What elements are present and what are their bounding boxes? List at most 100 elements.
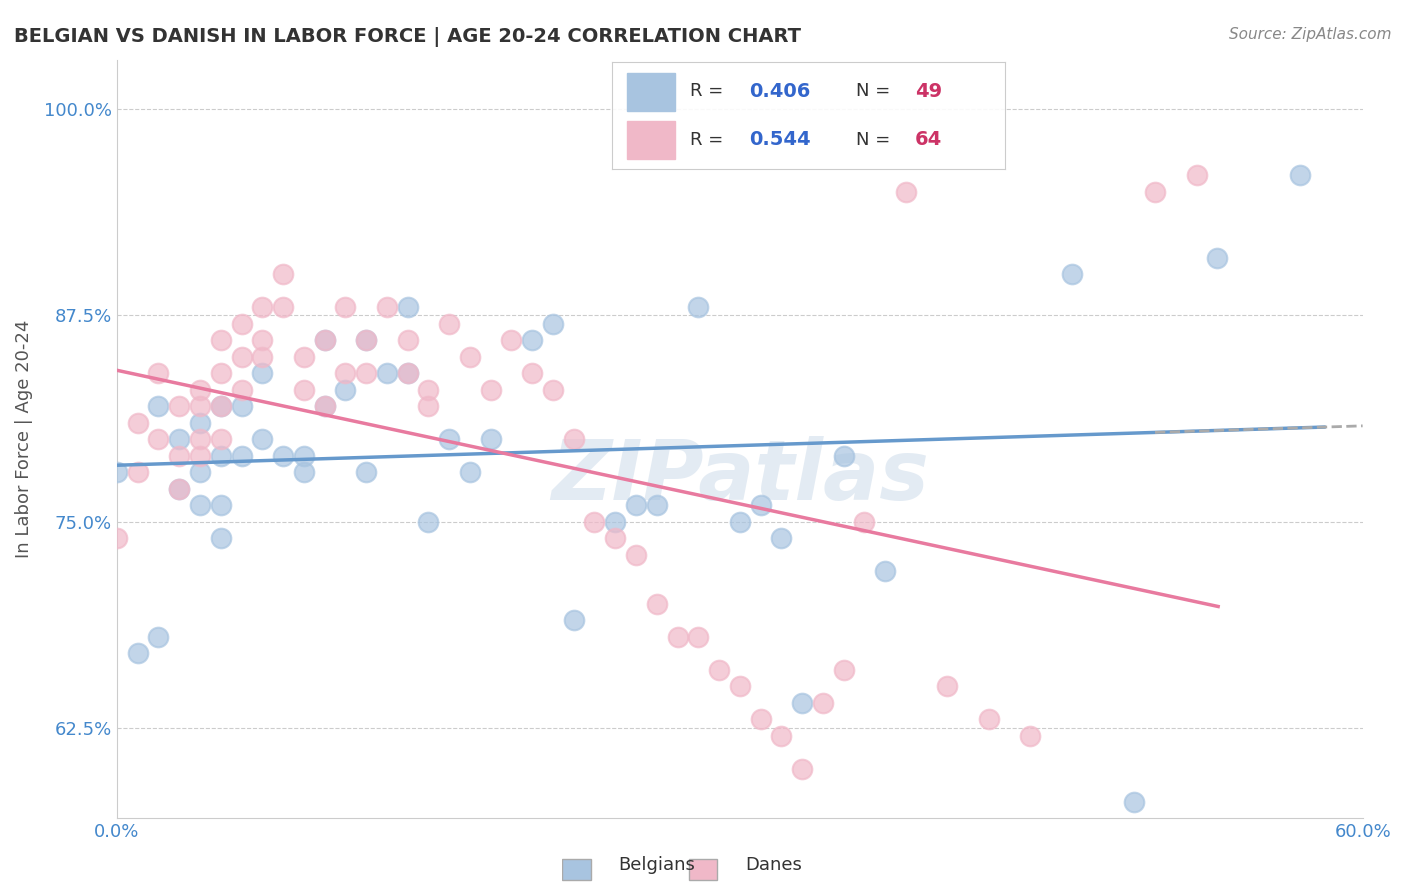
Point (583, 515, 606, 529)
Point (209, 366, 232, 380)
Point (292, 465, 315, 479)
Point (314, 399, 336, 413)
Point (1060, 267, 1083, 281)
Point (271, 267, 294, 281)
Point (335, 300, 357, 314)
Text: N =: N = (856, 130, 896, 148)
Point (314, 399, 336, 413)
Point (354, 333, 377, 347)
Point (605, 531, 627, 545)
Point (209, 498, 232, 512)
Point (314, 333, 336, 347)
Point (209, 333, 232, 347)
FancyBboxPatch shape (562, 859, 591, 880)
Point (188, 432, 211, 446)
Point (1289, 168, 1312, 182)
Point (252, 432, 274, 446)
FancyBboxPatch shape (689, 859, 717, 880)
Point (790, 762, 813, 776)
Point (770, 729, 793, 743)
Point (167, 449, 190, 463)
FancyBboxPatch shape (627, 121, 675, 159)
Point (314, 333, 336, 347)
Point (105, 465, 128, 479)
Point (292, 449, 315, 463)
Point (375, 366, 398, 380)
Point (167, 399, 190, 413)
Point (252, 366, 274, 380)
Point (458, 350, 481, 364)
Point (894, 185, 917, 199)
Point (127, 416, 149, 430)
Point (645, 597, 668, 611)
Text: Source: ZipAtlas.com: Source: ZipAtlas.com (1229, 27, 1392, 42)
Point (728, 680, 751, 694)
Point (1123, 795, 1146, 809)
Point (396, 366, 419, 380)
Point (148, 366, 170, 380)
Point (707, 663, 730, 677)
Point (541, 383, 564, 397)
Point (479, 383, 502, 397)
Point (292, 383, 315, 397)
Point (231, 449, 253, 463)
Point (127, 465, 149, 479)
Point (418, 383, 440, 397)
Point (335, 366, 357, 380)
Point (271, 300, 294, 314)
Point (1019, 729, 1042, 743)
Point (832, 449, 855, 463)
Point (522, 366, 544, 380)
Point (252, 333, 274, 347)
Point (209, 432, 232, 446)
Point (624, 548, 647, 562)
Point (188, 498, 211, 512)
Text: R =: R = (690, 130, 730, 148)
Point (1185, 168, 1208, 182)
Point (645, 498, 668, 512)
Point (396, 333, 419, 347)
Point (396, 300, 419, 314)
Point (167, 482, 190, 496)
Point (209, 531, 232, 545)
Text: N =: N = (856, 82, 896, 100)
Point (292, 350, 315, 364)
Point (148, 399, 170, 413)
Point (335, 383, 357, 397)
Point (252, 300, 274, 314)
Point (271, 449, 294, 463)
Point (148, 432, 170, 446)
Point (105, 531, 128, 545)
Text: 64: 64 (915, 130, 942, 149)
Point (1143, 185, 1166, 199)
Point (501, 333, 523, 347)
Point (749, 498, 772, 512)
Point (875, 564, 897, 578)
Point (375, 300, 398, 314)
Point (832, 663, 855, 677)
Point (479, 432, 502, 446)
Point (127, 647, 149, 661)
Point (728, 515, 751, 529)
Point (853, 515, 876, 529)
Point (562, 614, 585, 628)
Point (977, 713, 1000, 727)
Point (418, 399, 440, 413)
Point (749, 713, 772, 727)
Point (437, 432, 460, 446)
Point (666, 630, 689, 644)
Point (188, 416, 211, 430)
Text: 0.406: 0.406 (749, 82, 811, 101)
Point (354, 366, 377, 380)
Text: R =: R = (690, 82, 730, 100)
Point (188, 465, 211, 479)
Text: BELGIAN VS DANISH IN LABOR FORCE | AGE 20-24 CORRELATION CHART: BELGIAN VS DANISH IN LABOR FORCE | AGE 2… (14, 27, 801, 46)
Point (231, 317, 253, 331)
Point (231, 350, 253, 364)
Point (148, 630, 170, 644)
Point (354, 465, 377, 479)
Text: 0.544: 0.544 (749, 130, 811, 149)
Point (167, 482, 190, 496)
Point (437, 317, 460, 331)
Point (418, 515, 440, 529)
